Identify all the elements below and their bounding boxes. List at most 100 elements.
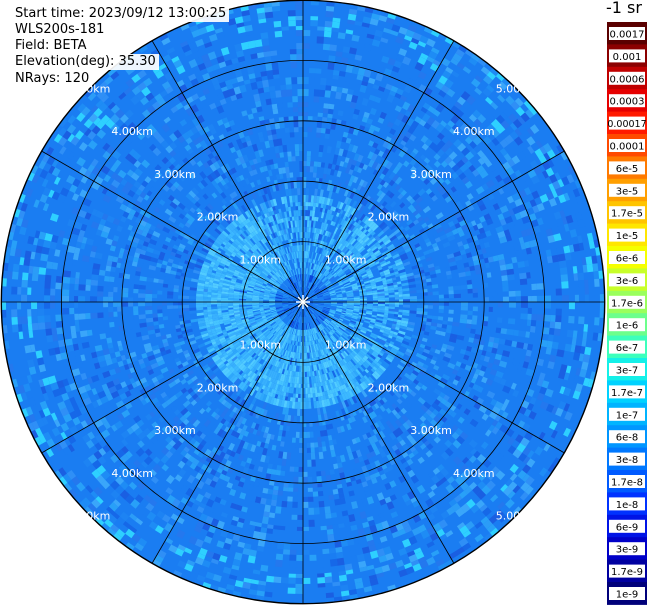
data-cell	[336, 278, 341, 282]
data-cell	[252, 303, 260, 305]
data-cell	[299, 345, 301, 353]
data-cell	[286, 319, 292, 326]
data-cell	[279, 249, 284, 256]
data-cell	[313, 270, 316, 277]
data-cell	[291, 308, 296, 312]
data-cell	[252, 296, 260, 299]
data-cell	[310, 452, 316, 460]
data-cell	[272, 331, 277, 335]
data-cell	[299, 305, 302, 312]
data-cell	[305, 383, 308, 388]
data-cell	[260, 245, 266, 252]
data-cell	[228, 311, 234, 314]
data-cell	[259, 308, 264, 310]
data-cell	[233, 300, 239, 302]
data-cell	[271, 323, 278, 328]
data-cell	[318, 266, 323, 273]
data-cell	[289, 132, 295, 138]
data-cell	[283, 234, 287, 241]
data-cell	[275, 251, 280, 258]
data-cell	[238, 262, 244, 267]
data-cell	[289, 306, 295, 309]
data-cell	[300, 274, 302, 282]
data-cell	[294, 322, 297, 329]
data-cell	[287, 311, 292, 317]
data-cell	[260, 313, 265, 316]
data-cell	[322, 290, 329, 294]
data-cell	[300, 262, 303, 268]
data-cell	[328, 313, 335, 317]
data-cell	[285, 350, 289, 357]
data-cell	[305, 206, 309, 211]
data-cell	[336, 355, 342, 362]
data-cell	[304, 232, 307, 239]
data-cell	[285, 265, 290, 272]
data-cell	[307, 127, 313, 133]
data-cell	[314, 278, 320, 285]
data-cell	[298, 352, 301, 359]
data-cell	[274, 332, 278, 337]
data-cell	[267, 275, 272, 279]
data-cell	[262, 269, 269, 276]
data-cell	[287, 151, 292, 157]
data-cell	[372, 305, 378, 308]
data-cell	[322, 446, 327, 452]
data-cell	[269, 307, 276, 310]
data-cell	[309, 275, 312, 282]
data-cell	[331, 329, 335, 334]
data-cell	[333, 255, 338, 262]
data-cell	[332, 328, 336, 333]
data-cell	[281, 336, 284, 341]
data-cell	[244, 336, 251, 342]
data-cell	[296, 282, 299, 288]
data-cell	[308, 258, 310, 263]
data-cell	[246, 307, 253, 310]
data-cell	[359, 239, 364, 244]
data-cell	[346, 308, 354, 312]
data-cell	[321, 262, 324, 267]
data-cell	[252, 273, 259, 278]
data-cell	[203, 291, 208, 295]
data-cell	[258, 276, 265, 281]
data-cell	[306, 442, 311, 448]
data-cell	[293, 289, 298, 295]
data-cell	[345, 362, 352, 370]
data-cell	[330, 238, 335, 245]
data-cell	[308, 408, 312, 416]
data-cell	[256, 332, 263, 337]
data-cell	[230, 280, 236, 284]
data-cell	[236, 321, 243, 326]
data-cell	[343, 282, 351, 287]
data-cell	[364, 283, 372, 288]
data-cell	[358, 267, 365, 272]
data-cell	[291, 276, 295, 283]
data-cell	[269, 306, 276, 309]
data-cell	[488, 306, 493, 312]
data-cell	[284, 292, 290, 296]
data-cell	[288, 302, 293, 304]
data-cell	[286, 253, 290, 261]
data-cell	[303, 287, 305, 292]
data-cell	[317, 316, 324, 322]
data-cell	[259, 296, 264, 298]
data-cell	[358, 343, 364, 348]
data-cell	[228, 332, 236, 338]
data-cell	[314, 364, 318, 371]
data-cell	[306, 302, 313, 305]
data-cell	[295, 322, 298, 329]
data-cell	[275, 333, 279, 337]
data-cell	[280, 268, 285, 274]
data-cell	[257, 266, 264, 271]
data-cell	[298, 268, 301, 275]
data-cell	[377, 293, 385, 297]
data-cell	[289, 370, 292, 377]
data-cell	[356, 346, 362, 351]
data-cell	[305, 258, 307, 263]
data-cell	[285, 247, 289, 254]
data-cell	[285, 290, 291, 294]
data-cell	[310, 308, 314, 313]
data-cell	[323, 320, 329, 325]
data-cell	[330, 304, 337, 307]
data-cell	[353, 250, 359, 256]
data-cell	[327, 324, 333, 330]
